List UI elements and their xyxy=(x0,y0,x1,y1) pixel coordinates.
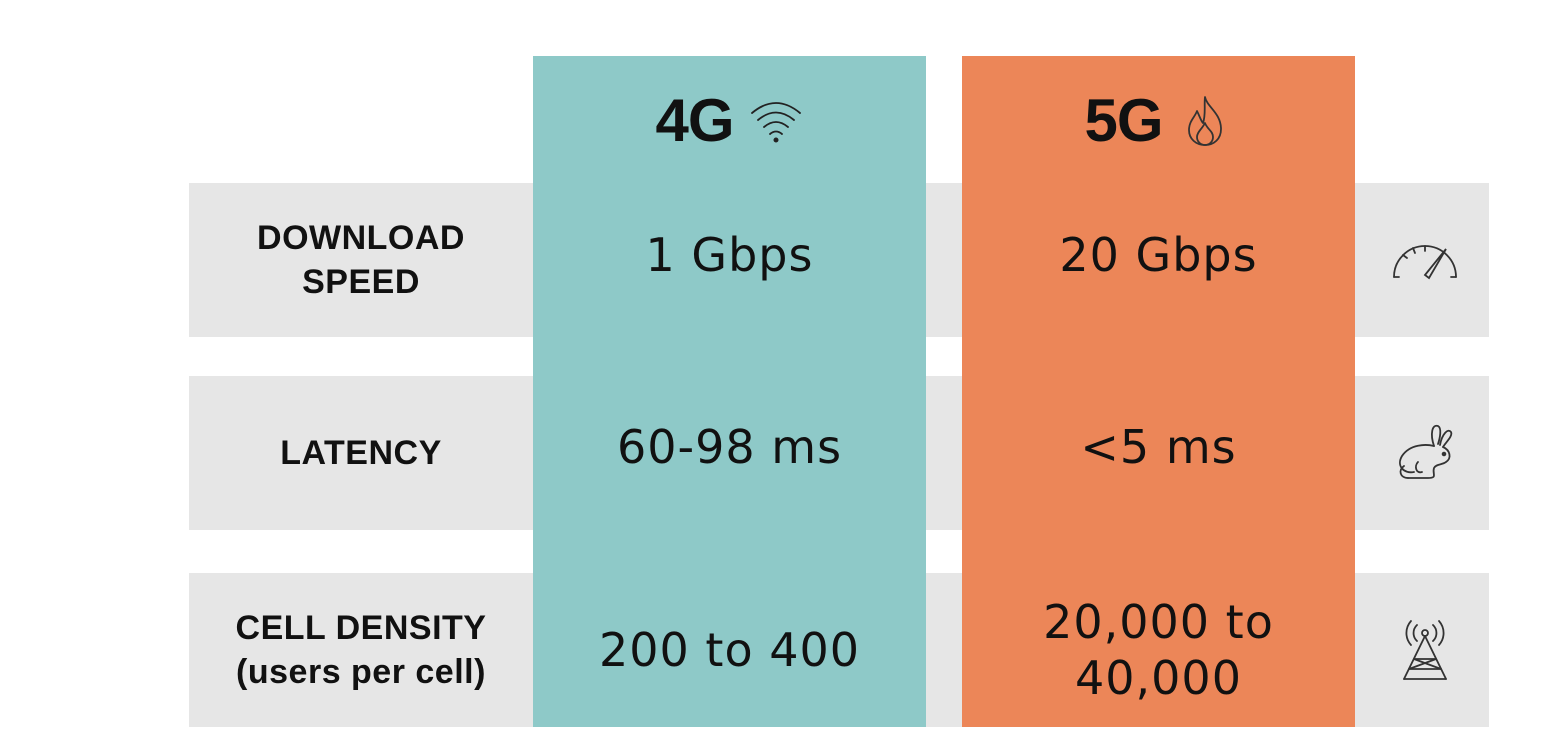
row-label-latency: LATENCY xyxy=(280,433,442,472)
column-5g: 5G xyxy=(962,56,1355,727)
cell-tower-icon xyxy=(1380,573,1470,727)
row-label-cell-density: CELL DENSITY (users per cell) xyxy=(235,608,487,691)
cell-5g-cell-density: 20,000 to 40,000 xyxy=(1043,594,1274,705)
cell-4g-latency: 60-98 ms xyxy=(616,419,843,474)
cell-5g-download-speed: 20 Gbps xyxy=(1059,227,1258,282)
row-label-download-speed: DOWNLOAD SPEED xyxy=(257,218,465,301)
rabbit-icon xyxy=(1380,376,1470,530)
column-5g-header: 5G xyxy=(962,86,1355,155)
column-5g-title: 5G xyxy=(1084,87,1163,154)
column-4g: 4G xyxy=(533,56,926,727)
speedometer-icon xyxy=(1380,183,1470,337)
column-4g-header: 4G xyxy=(533,86,926,155)
wifi-icon xyxy=(748,93,804,149)
cell-4g-cell-density: 200 to 400 xyxy=(598,622,861,677)
cell-4g-download-speed: 1 Gbps xyxy=(645,227,814,282)
column-4g-title: 4G xyxy=(655,87,734,154)
flame-icon xyxy=(1177,93,1233,149)
cell-5g-latency: <5 ms xyxy=(1080,419,1237,474)
